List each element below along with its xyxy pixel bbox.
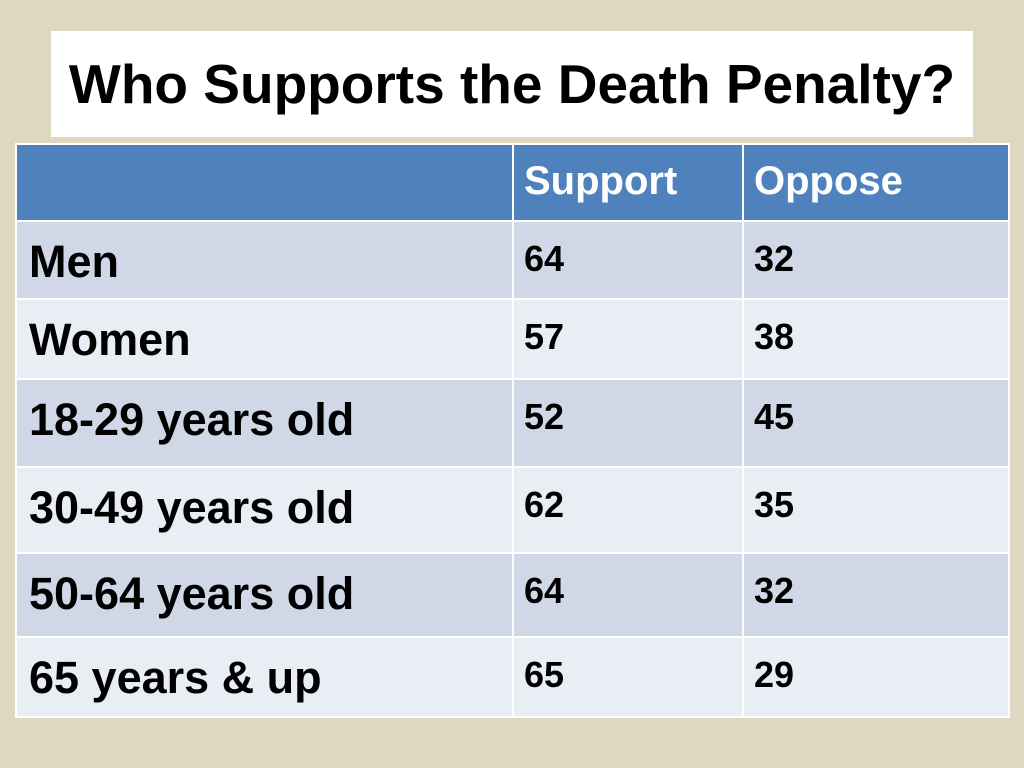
table-row: 18-29 years old 52 45 [15,378,1010,468]
slide-title: Who Supports the Death Penalty? [68,53,956,115]
header-label-empty [15,143,514,222]
support-value: 52 [512,378,744,468]
row-label: Men [15,220,514,300]
table-row: 65 years & up 65 29 [15,636,1010,718]
support-value: 57 [512,298,744,380]
table-row: Women 57 38 [15,298,1010,380]
table-row: Men 64 32 [15,220,1010,300]
oppose-value: 45 [742,378,1010,468]
oppose-value: 38 [742,298,1010,380]
oppose-value: 32 [742,552,1010,638]
support-value: 65 [512,636,744,718]
title-box: Who Supports the Death Penalty? [51,31,973,137]
table-header-row: Support Oppose [15,143,1010,222]
row-label: Women [15,298,514,380]
support-value: 62 [512,466,744,554]
oppose-value: 29 [742,636,1010,718]
row-label: 30-49 years old [15,466,514,554]
support-value: 64 [512,552,744,638]
row-label: 50-64 years old [15,552,514,638]
support-table: Support Oppose Men 64 32 Women 57 38 18-… [15,143,1010,718]
oppose-value: 32 [742,220,1010,300]
header-support: Support [512,143,744,222]
row-label: 65 years & up [15,636,514,718]
table-row: 30-49 years old 62 35 [15,466,1010,554]
header-oppose: Oppose [742,143,1010,222]
table-row: 50-64 years old 64 32 [15,552,1010,638]
row-label: 18-29 years old [15,378,514,468]
oppose-value: 35 [742,466,1010,554]
support-value: 64 [512,220,744,300]
